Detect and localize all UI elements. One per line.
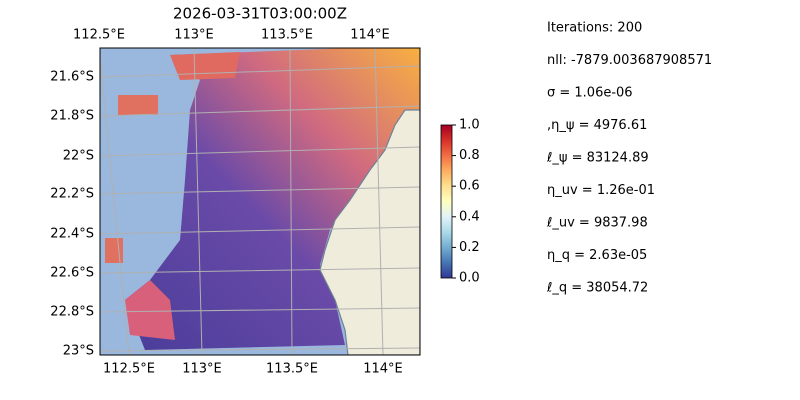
info-line: η_uv = 1.26e-01 [547, 183, 655, 198]
axes-frame [99, 47, 421, 356]
colorbar-tick-label: 0.8 [459, 148, 480, 163]
lat-tick-label: 22°S [63, 149, 94, 164]
lat-tick-label: 21.6°S [50, 70, 94, 85]
map-title: 2026-03-31T03:00:00Z [173, 5, 347, 23]
map-area [100, 48, 420, 355]
info-line: ℓ_uv = 9837.98 [546, 216, 648, 231]
info-line: ℓ_ψ = 83124.89 [546, 151, 649, 166]
lat-tick-label: 22.4°S [50, 227, 94, 242]
lon-tick-label: 114°E [363, 362, 403, 377]
patch [105, 238, 123, 263]
colorbar-tick-label: 0.0 [459, 271, 480, 286]
colorbar-tick-label: 0.6 [459, 179, 480, 194]
info-line: ,η_ψ = 4976.61 [547, 118, 647, 133]
lat-tick-label: 22.6°S [50, 266, 94, 281]
lon-tick-label: 113°E [182, 362, 222, 377]
info-line: nll: -7879.003687908571 [547, 53, 712, 68]
info-line: η_q = 2.63e-05 [547, 248, 647, 263]
colorbar-tick-label: 0.4 [459, 209, 480, 224]
lon-tick-label: 112.5°E [103, 362, 155, 377]
lat-tick-label: 23°S [63, 344, 94, 359]
land [319, 109, 420, 355]
lon-tick-label: 113.5°E [261, 28, 313, 43]
lon-tick-label: 113°E [174, 28, 214, 43]
colorbar-tick-label: 0.2 [459, 240, 480, 255]
patch [125, 280, 175, 340]
lon-tick-label: 114°E [350, 28, 390, 43]
lat-tick-label: 21.8°S [50, 109, 94, 124]
grid-line [100, 65, 420, 352]
lon-tick-label: 113.5°E [266, 362, 318, 377]
lat-tick-label: 22.8°S [50, 305, 94, 320]
data-field [125, 48, 420, 350]
info-line: σ = 1.06e-06 [547, 86, 633, 101]
lon-tick-label: 112.5°E [73, 28, 125, 43]
colorbar-tick-label: 1.0 [459, 118, 480, 133]
lat-tick-label: 22.2°S [50, 187, 94, 202]
colorbar [440, 124, 453, 279]
labels: 112.5°E 113°E 113.5°E 114°E 112.5°E 113°E 113.… [50, 21, 712, 377]
patch [118, 95, 158, 115]
info-line: Iterations: 200 [547, 21, 642, 36]
grid-line [100, 48, 384, 355]
info-line: ℓ_q = 38054.72 [546, 281, 648, 296]
patch [170, 52, 240, 80]
